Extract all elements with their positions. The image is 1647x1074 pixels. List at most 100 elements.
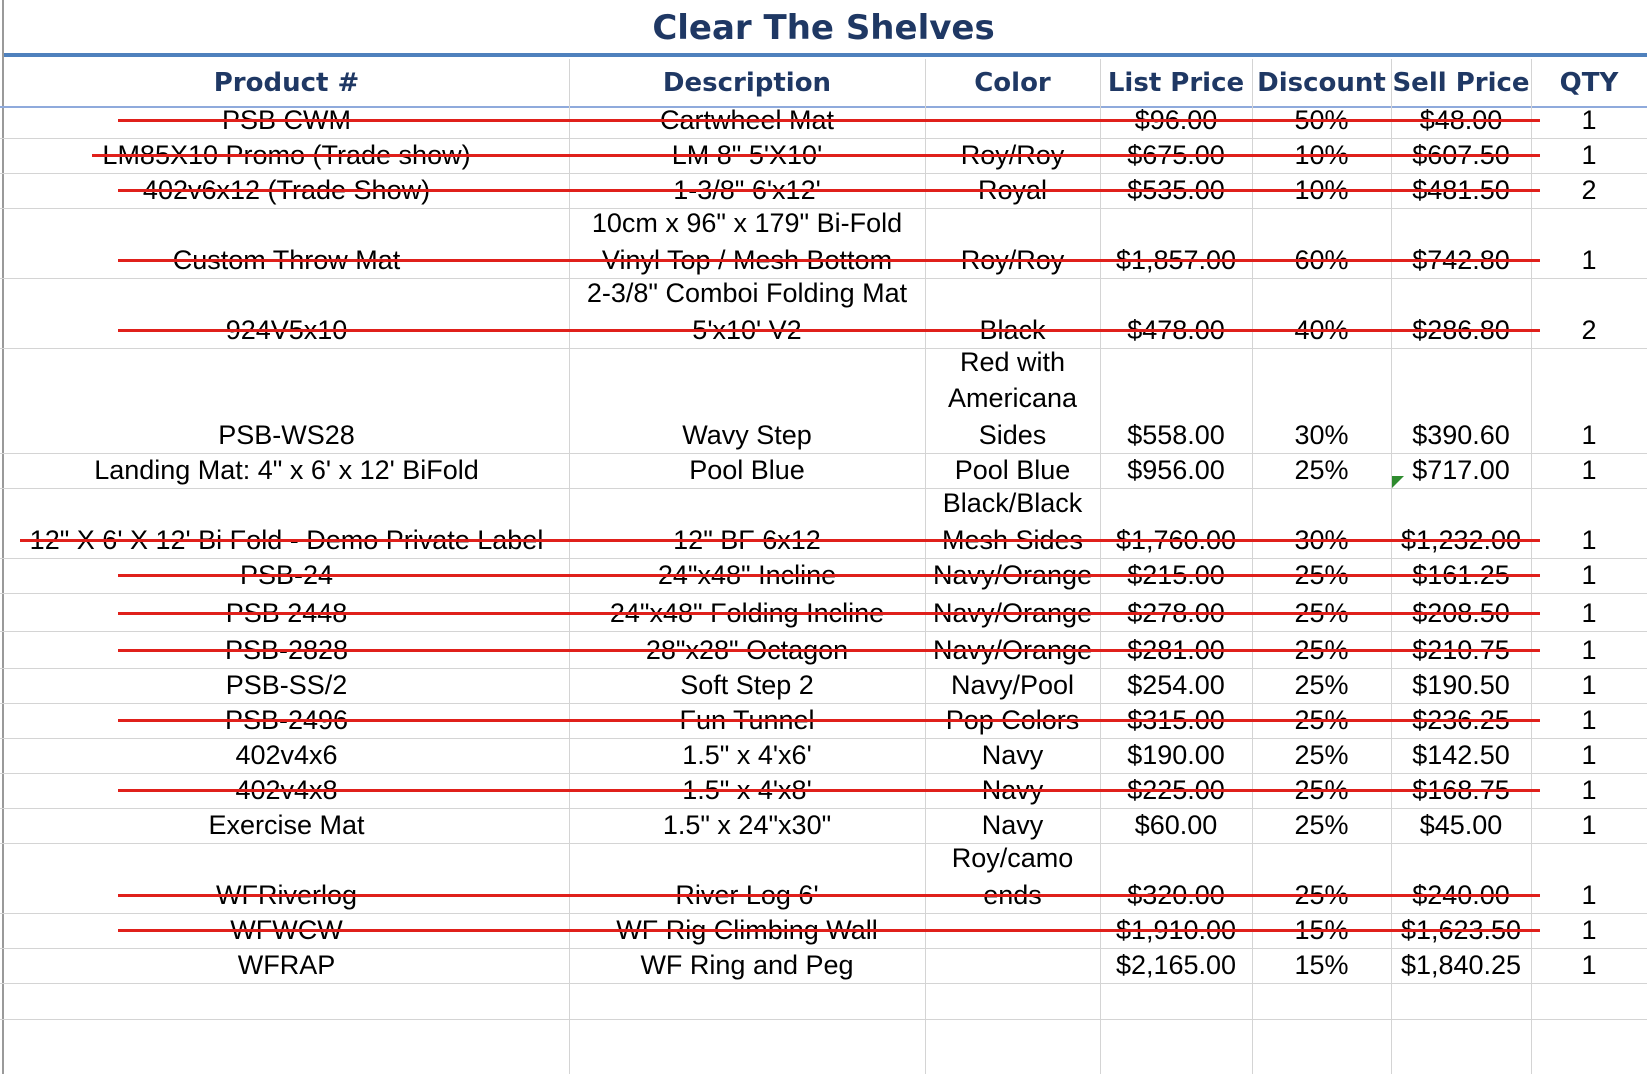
description-cell[interactable]: Pool Blue <box>569 454 925 488</box>
cell-text: 1 <box>1581 879 1597 910</box>
color-cell[interactable]: Black <box>925 279 1100 348</box>
description-cell[interactable]: Soft Step 2 <box>569 669 925 703</box>
list-price-cell[interactable]: $956.00 <box>1100 454 1252 488</box>
list-price-cell[interactable]: $2,165.00 <box>1100 949 1252 983</box>
qty-cell[interactable]: 1 <box>1531 105 1647 138</box>
list-price-cell[interactable]: $1,857.00 <box>1100 209 1252 278</box>
qty-cell[interactable]: 1 <box>1531 139 1647 173</box>
color-cell[interactable]: Red with Americana Sides <box>925 347 1100 453</box>
product-cell[interactable] <box>4 984 569 1019</box>
qty-cell[interactable]: 1 <box>1531 454 1647 488</box>
list-price-cell[interactable]: $60.00 <box>1100 809 1252 843</box>
cell-text: 25% <box>1294 809 1349 840</box>
description-cell[interactable]: 1.5" x 24"x30" <box>569 809 925 843</box>
description-cell[interactable]: River Log 6' <box>569 844 925 913</box>
description-cell[interactable]: 1.5" x 4'x6' <box>569 739 925 773</box>
list-price-cell[interactable]: $1,760.00 <box>1100 489 1252 558</box>
sell-price-cell[interactable]: $390.60 <box>1391 349 1531 453</box>
description-cell[interactable] <box>569 984 925 1019</box>
list-price-cell[interactable]: $96.00 <box>1100 105 1252 138</box>
color-cell[interactable]: Navy <box>925 809 1100 843</box>
discount-cell[interactable]: 40% <box>1252 279 1391 348</box>
product-cell[interactable]: PSB-WS28 <box>4 349 569 453</box>
product-cell[interactable]: 402v4x6 <box>4 739 569 773</box>
cell-text: $390.60 <box>1412 419 1510 450</box>
description-cell[interactable]: Wavy Step <box>569 349 925 453</box>
discount-cell[interactable]: 60% <box>1252 209 1391 278</box>
discount-cell[interactable]: 30% <box>1252 489 1391 558</box>
description-cell[interactable]: WF Ring and Peg <box>569 949 925 983</box>
qty-cell[interactable]: 2 <box>1531 174 1647 208</box>
qty-cell[interactable]: 1 <box>1531 774 1647 808</box>
description-cell[interactable]: Cartwheel Mat <box>569 105 925 138</box>
qty-cell[interactable]: 1 <box>1531 844 1647 913</box>
qty-cell[interactable]: 1 <box>1531 594 1647 631</box>
product-cell[interactable]: WFRiverlog <box>4 844 569 913</box>
cell-text: 1 <box>1581 809 1597 840</box>
sell-price-cell[interactable]: $240.00 <box>1391 844 1531 913</box>
list-price-cell[interactable]: $254.00 <box>1100 669 1252 703</box>
qty-cell[interactable]: 1 <box>1531 489 1647 558</box>
sell-price-cell[interactable]: $1,840.25 <box>1391 949 1531 983</box>
qty-cell[interactable]: 1 <box>1531 914 1647 948</box>
product-cell[interactable]: PSB CWM <box>4 105 569 138</box>
product-cell[interactable]: 924V5x10 <box>4 279 569 348</box>
qty-cell[interactable]: 1 <box>1531 739 1647 773</box>
color-cell[interactable]: Navy/Pool <box>925 669 1100 703</box>
qty-cell[interactable]: 1 <box>1531 559 1647 593</box>
list-price-cell[interactable]: $190.00 <box>1100 739 1252 773</box>
sell-price-cell[interactable]: $45.00 <box>1391 809 1531 843</box>
column-divider <box>1100 59 1101 1074</box>
color-cell[interactable] <box>925 949 1100 983</box>
qty-cell[interactable]: 2 <box>1531 279 1647 348</box>
product-cell[interactable]: WFRAP <box>4 949 569 983</box>
discount-cell[interactable]: 25% <box>1252 669 1391 703</box>
list-price-cell[interactable] <box>1100 984 1252 1019</box>
product-cell[interactable]: Custom Throw Mat <box>4 209 569 278</box>
color-cell[interactable]: Navy <box>925 739 1100 773</box>
qty-cell[interactable]: 1 <box>1531 669 1647 703</box>
description-cell[interactable]: 2-3/8" Comboi Folding Mat 5'x10' V2 <box>569 278 925 348</box>
description-cell[interactable]: 12" BF 6x12 <box>569 489 925 558</box>
product-cell[interactable]: Landing Mat: 4" x 6' x 12' BiFold <box>4 454 569 488</box>
description-cell[interactable]: 10cm x 96" x 179" Bi-Fold Vinyl Top / Mes… <box>569 208 925 278</box>
qty-cell[interactable]: 1 <box>1531 632 1647 668</box>
strikethrough-line <box>118 119 1540 122</box>
qty-cell[interactable]: 1 <box>1531 809 1647 843</box>
discount-cell[interactable]: 50% <box>1252 105 1391 138</box>
list-price-cell[interactable]: $558.00 <box>1100 349 1252 453</box>
title-rule <box>4 53 1647 57</box>
discount-cell[interactable]: 25% <box>1252 809 1391 843</box>
color-cell[interactable]: Roy/camo ends <box>925 843 1100 913</box>
list-price-cell[interactable]: $478.00 <box>1100 279 1252 348</box>
comment-indicator-icon[interactable] <box>1392 476 1404 488</box>
sell-price-cell[interactable]: $742.80 <box>1391 209 1531 278</box>
sell-price-cell[interactable]: $142.50 <box>1391 739 1531 773</box>
discount-cell[interactable]: 25% <box>1252 844 1391 913</box>
discount-cell[interactable]: 25% <box>1252 454 1391 488</box>
discount-cell[interactable] <box>1252 984 1391 1019</box>
qty-cell[interactable]: 1 <box>1531 209 1647 278</box>
color-cell[interactable]: Black/Black Mesh Sides <box>925 488 1100 558</box>
sell-price-cell[interactable]: $286.80 <box>1391 279 1531 348</box>
sell-price-cell[interactable]: $1,232.00 <box>1391 489 1531 558</box>
color-cell[interactable]: Pool Blue <box>925 454 1100 488</box>
product-cell[interactable]: Exercise Mat <box>4 809 569 843</box>
sell-price-cell[interactable]: $717.00 <box>1391 454 1531 488</box>
sell-price-cell[interactable] <box>1391 984 1531 1019</box>
qty-cell[interactable]: 1 <box>1531 349 1647 453</box>
discount-cell[interactable]: 15% <box>1252 949 1391 983</box>
sell-price-cell[interactable]: $190.50 <box>1391 669 1531 703</box>
product-cell[interactable]: PSB-SS/2 <box>4 669 569 703</box>
discount-cell[interactable]: 30% <box>1252 349 1391 453</box>
qty-cell[interactable]: 1 <box>1531 704 1647 738</box>
color-cell[interactable] <box>925 984 1100 1019</box>
discount-cell[interactable]: 25% <box>1252 739 1391 773</box>
sell-price-cell[interactable]: $48.00 <box>1391 105 1531 138</box>
color-cell[interactable]: Roy/Roy <box>925 209 1100 278</box>
product-cell[interactable]: 12" X 6' X 12' Bi Fold - Demo Private La… <box>4 489 569 558</box>
qty-cell[interactable] <box>1531 984 1647 1019</box>
list-price-cell[interactable]: $320.00 <box>1100 844 1252 913</box>
color-cell[interactable] <box>925 108 1100 138</box>
qty-cell[interactable]: 1 <box>1531 949 1647 983</box>
